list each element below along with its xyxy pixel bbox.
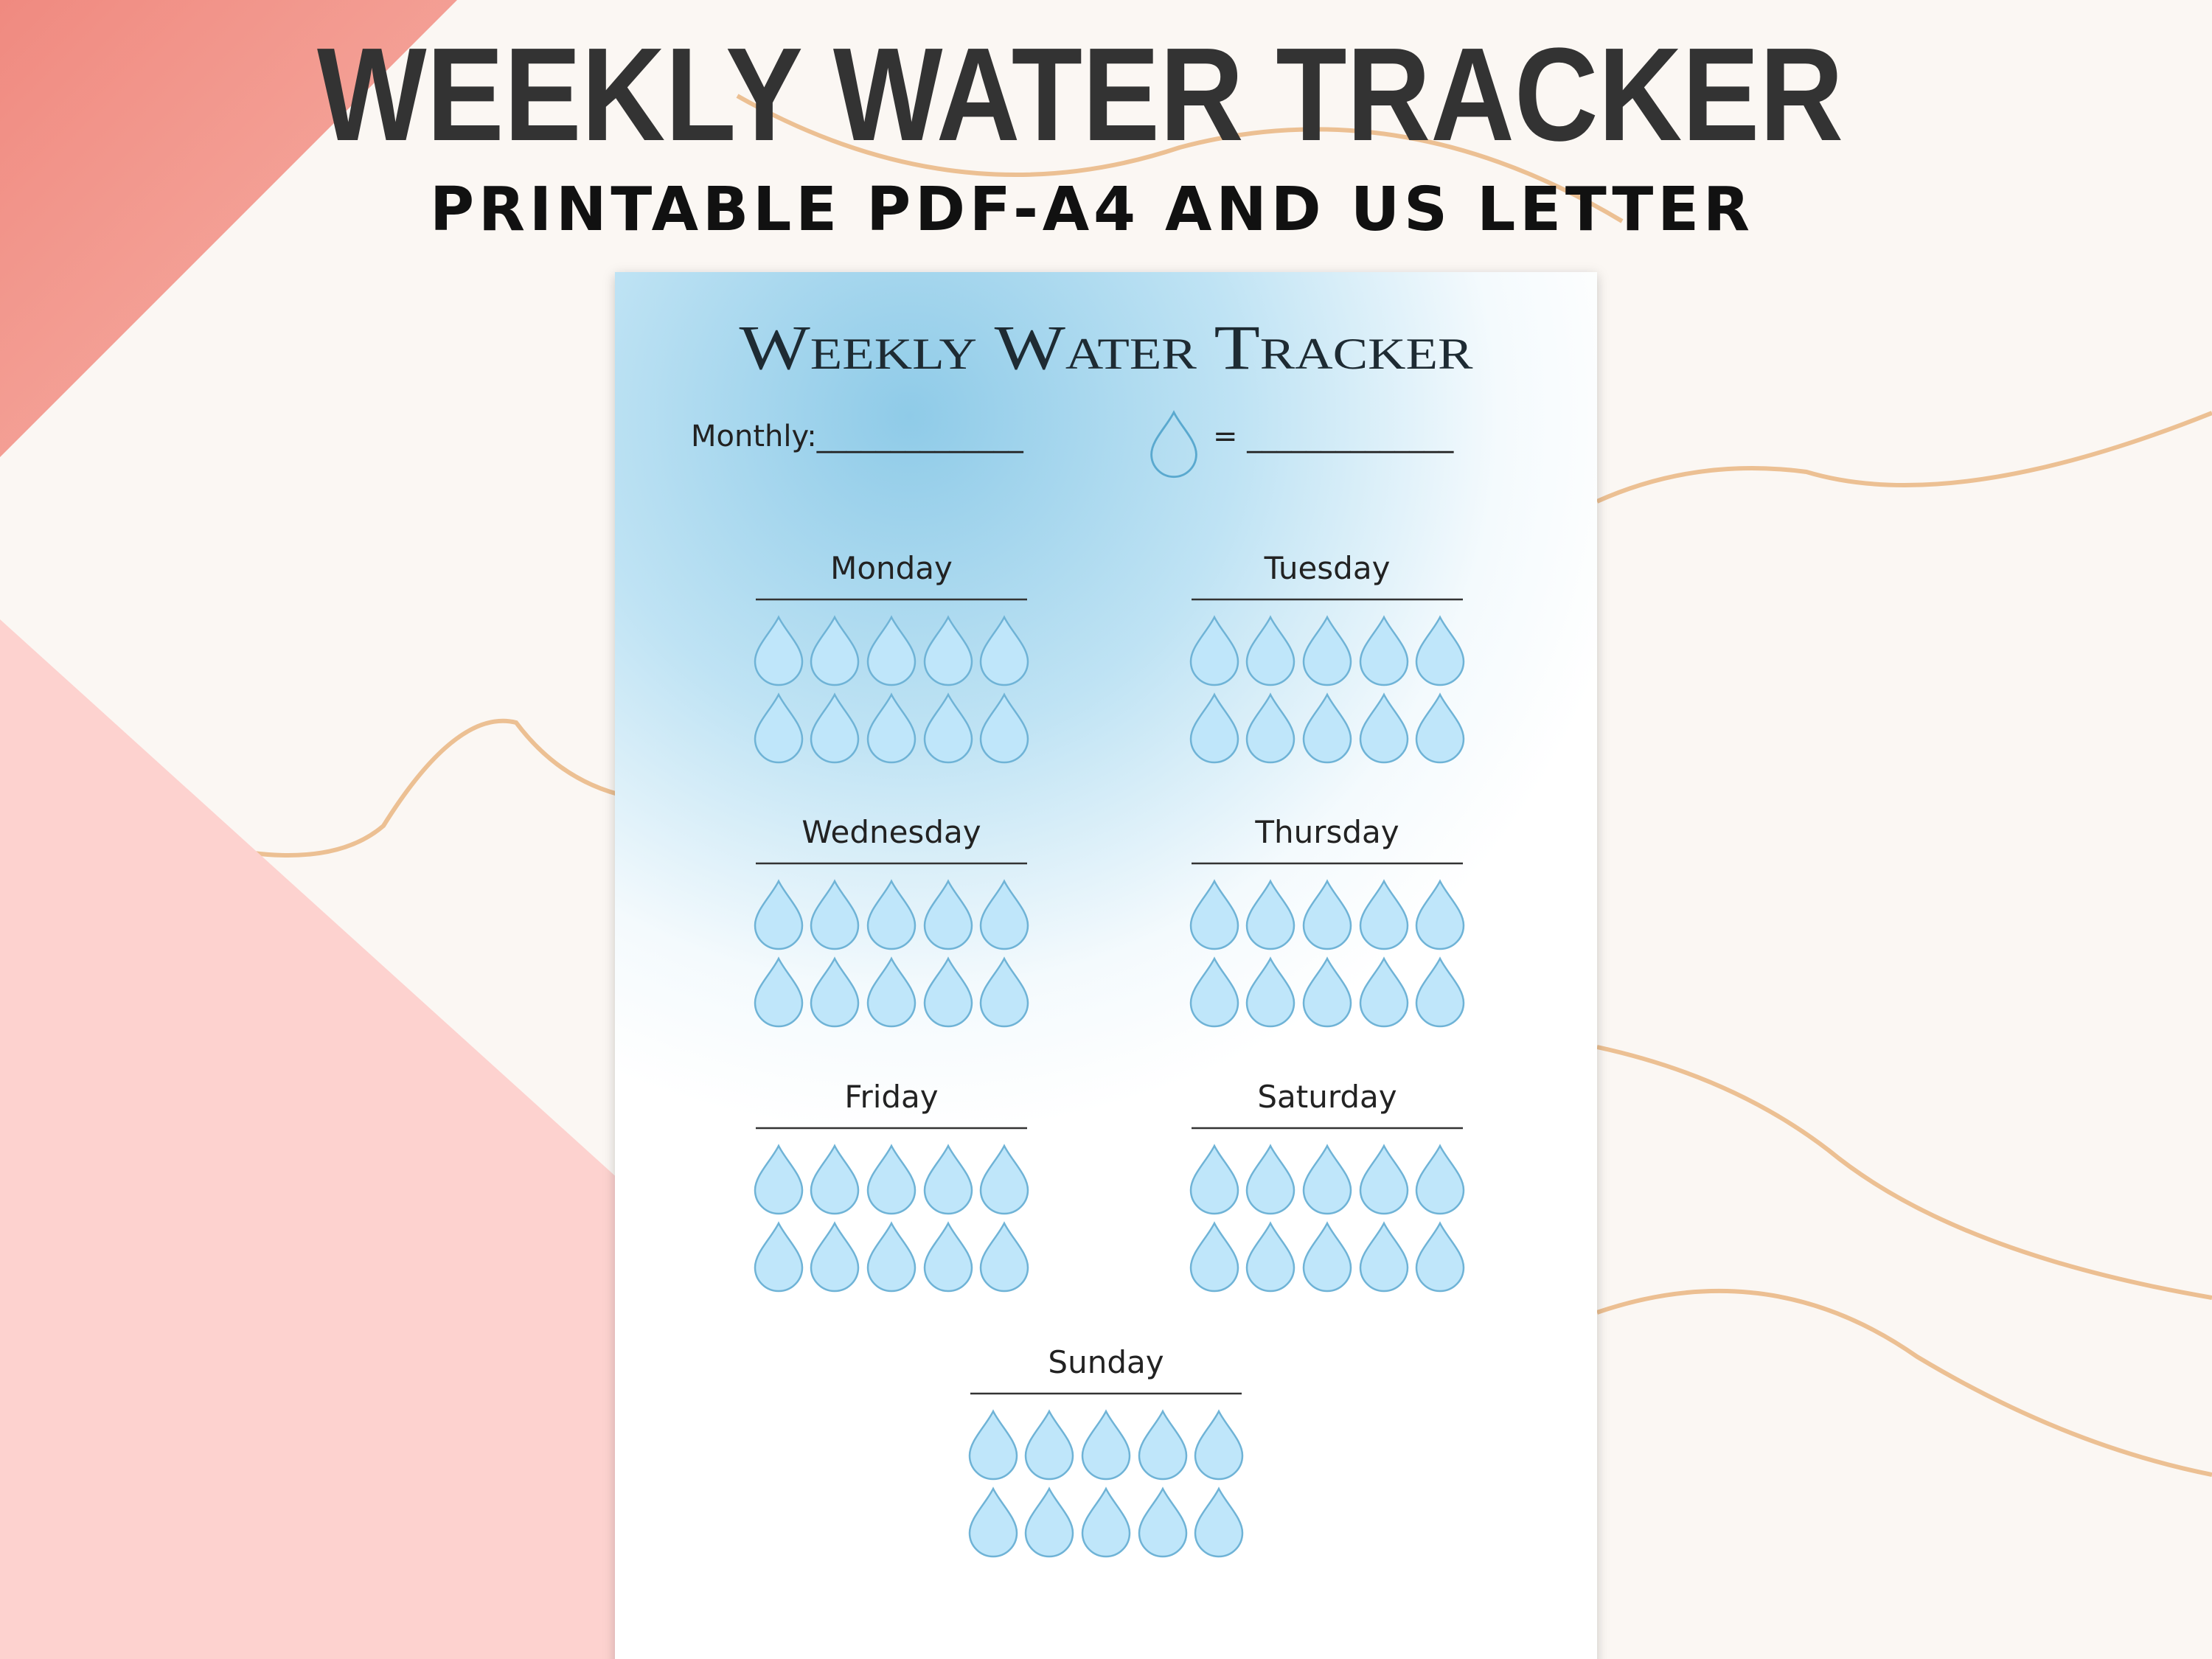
water-drop (1081, 1486, 1131, 1558)
day-label: Friday (844, 1079, 938, 1115)
marble-veins (220, 94, 2212, 1477)
water-drop (1302, 1144, 1352, 1215)
day-label: Wednesday (801, 814, 981, 850)
water-drop (1415, 1144, 1465, 1215)
water-drop (1359, 615, 1409, 686)
water-drop (1245, 615, 1295, 686)
water-drop (866, 879, 917, 950)
equals-label: = ______________ (1213, 420, 1454, 453)
sheet-title: Weekly Water Tracker (740, 312, 1473, 383)
water-drop (1245, 692, 1295, 764)
water-drop (754, 692, 804, 764)
water-drop (866, 615, 917, 686)
water-drop (923, 879, 973, 950)
water-drop (1194, 1486, 1244, 1558)
water-drop (1189, 956, 1239, 1028)
day-label: Thursday (1254, 814, 1399, 850)
water-drop (866, 1221, 917, 1293)
water-drop (1359, 1221, 1409, 1293)
day-label: Monday (830, 550, 953, 586)
water-drop (754, 879, 804, 950)
water-drop (754, 1144, 804, 1215)
water-drop (810, 692, 860, 764)
water-drop (1138, 1486, 1188, 1558)
water-drop (1245, 956, 1295, 1028)
pink-paper (0, 619, 619, 1659)
water-drop (979, 615, 1029, 686)
day-label: Sunday (1048, 1344, 1164, 1380)
water-drop (1189, 1144, 1239, 1215)
water-drop (1359, 879, 1409, 950)
water-drop (866, 1144, 917, 1215)
water-drop (1302, 692, 1352, 764)
water-drop (810, 1221, 860, 1293)
water-drop (1302, 956, 1352, 1028)
water-drop (1302, 615, 1352, 686)
water-drop (1415, 1221, 1465, 1293)
water-drop (979, 692, 1029, 764)
water-drop (1189, 879, 1239, 950)
water-drop (866, 692, 917, 764)
water-drop (1415, 692, 1465, 764)
water-drop (1302, 1221, 1352, 1293)
water-drop (979, 1144, 1029, 1215)
water-drop (754, 615, 804, 686)
water-drop (1138, 1409, 1188, 1481)
water-drop (923, 615, 973, 686)
water-drop (1245, 1144, 1295, 1215)
water-drop (1024, 1486, 1074, 1558)
water-drop (754, 956, 804, 1028)
water-drop (1194, 1409, 1244, 1481)
water-drop (1245, 879, 1295, 950)
unit-drop-icon (1150, 410, 1197, 478)
water-drop (1302, 879, 1352, 950)
water-drop (810, 879, 860, 950)
water-drop (1359, 692, 1409, 764)
day-label: Tuesday (1264, 550, 1391, 586)
water-drop (1415, 879, 1465, 950)
water-drop (923, 1144, 973, 1215)
water-drop (1024, 1409, 1074, 1481)
water-drop (1359, 956, 1409, 1028)
water-drop (968, 1486, 1018, 1558)
water-drop (979, 879, 1029, 950)
water-drop (1359, 1144, 1409, 1215)
water-drop (1189, 1221, 1239, 1293)
water-drop (810, 956, 860, 1028)
water-drop (1189, 615, 1239, 686)
water-drop (1081, 1409, 1131, 1481)
water-drop (968, 1409, 1018, 1481)
water-drop (1415, 615, 1465, 686)
water-drop (810, 1144, 860, 1215)
water-drop (1245, 1221, 1295, 1293)
glitter-paper (0, 0, 457, 457)
water-drop (979, 1221, 1029, 1293)
header-title: WEEKLY WATER TRACKER (317, 21, 1843, 169)
water-drop (866, 956, 917, 1028)
monthly-label: Monthly:______________ (691, 420, 1024, 453)
water-drop (1415, 956, 1465, 1028)
water-drop (923, 692, 973, 764)
days: Monday Tuesday Wednesday Thursday Friday Satu… (754, 550, 1465, 1558)
water-drop (923, 1221, 973, 1293)
water-drop (923, 956, 973, 1028)
water-drop (810, 615, 860, 686)
day-label: Saturday (1257, 1079, 1397, 1115)
water-drop (1189, 692, 1239, 764)
water-drop (979, 956, 1029, 1028)
water-drop (754, 1221, 804, 1293)
